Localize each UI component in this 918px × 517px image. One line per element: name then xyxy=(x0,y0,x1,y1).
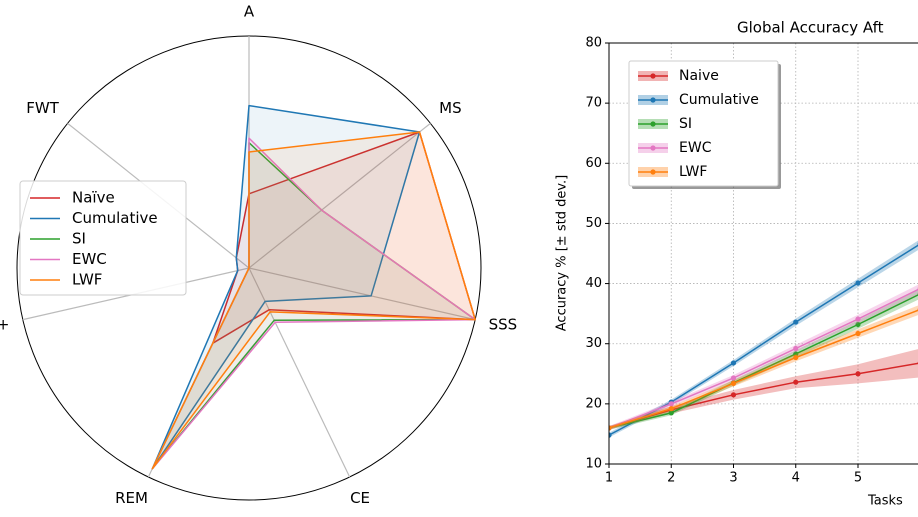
series-line-naive xyxy=(609,362,918,429)
x-tick-label: 1 xyxy=(605,471,613,486)
series-line-lwf xyxy=(609,309,918,429)
accuracy-line-chart: 10 20 30 40 50 60 70 80 1 2 3 4 5 Tasks Accuracy % [± … xyxy=(555,19,918,509)
data-point-cumulative xyxy=(609,432,612,438)
data-point-ewc xyxy=(793,345,799,352)
data-point-si xyxy=(793,351,799,357)
radar-axis-sss xyxy=(248,267,476,321)
y-tick-label: 80 xyxy=(585,36,602,51)
y-tick-label: 40 xyxy=(585,276,602,291)
radar-axis-label: A xyxy=(244,3,255,21)
radar-axis-ms xyxy=(248,122,431,269)
y-tick-label: 30 xyxy=(585,336,602,351)
radar-legend: Naïve Cumulative SI EWC LWF xyxy=(19,180,187,296)
radar-axis-label: MS xyxy=(439,99,461,117)
line-legend-label: SI xyxy=(679,116,692,132)
data-point-lwf xyxy=(730,380,737,387)
radar-axis-label: FWT xyxy=(26,99,59,117)
data-point-si xyxy=(855,321,861,328)
line-legend-marker xyxy=(650,121,656,127)
radar-legend-frame xyxy=(19,180,187,296)
std-band-lwf xyxy=(609,305,918,430)
line-legend-frame xyxy=(628,60,779,187)
data-point-lwf xyxy=(855,330,861,337)
radar-series-cumulative xyxy=(151,104,421,470)
data-point-lwf xyxy=(668,406,674,412)
radar-legend-label: Cumulative xyxy=(72,209,158,227)
y-tick-label: 10 xyxy=(585,457,602,472)
radar-axis-label: REM xyxy=(115,489,148,507)
data-point-cumulative xyxy=(855,280,861,286)
chart-title: Global Accuracy Aft xyxy=(737,19,884,37)
y-tick-label: 50 xyxy=(585,216,602,231)
radar-legend-label: Naïve xyxy=(72,189,115,207)
radar-axis-ce xyxy=(248,267,351,478)
line-legend-marker xyxy=(650,145,656,151)
plot-area xyxy=(609,240,918,438)
x-axis-label: Tasks xyxy=(867,494,903,509)
data-point-lwf xyxy=(793,354,799,361)
x-tick-label: 2 xyxy=(667,471,675,486)
x-tick-label: 5 xyxy=(854,471,862,486)
radar-legend-label: SI xyxy=(72,230,86,248)
line-legend-label: Cumulative xyxy=(679,92,759,108)
line-legend-marker xyxy=(650,73,656,79)
line-legend-marker xyxy=(650,97,656,103)
radar-legend-label: LWF xyxy=(72,271,102,289)
data-point-ewc xyxy=(668,401,674,407)
y-axis-label: Accuracy % [± std dev.] xyxy=(555,175,570,331)
radar-axis-label: BWT+ xyxy=(0,315,9,333)
data-point-naive xyxy=(793,379,799,385)
radar-chart: A MS SSS CE REM BWT+ FWT Naïve Cumulative SI EWC LW… xyxy=(0,3,517,508)
data-point-naive xyxy=(730,392,737,398)
line-legend-label: EWC xyxy=(679,140,712,156)
data-point-cumulative xyxy=(793,319,799,325)
y-tick-label: 20 xyxy=(585,396,602,411)
series-line-si xyxy=(609,294,918,429)
x-tick-label: 4 xyxy=(792,471,800,486)
std-band-ewc xyxy=(609,284,918,430)
data-point-ewc xyxy=(730,375,737,381)
x-tick-label: 3 xyxy=(729,471,737,486)
line-legend-marker xyxy=(650,169,656,175)
line-legend-label: Naive xyxy=(679,68,719,84)
radar-axis-label: CE xyxy=(350,489,370,507)
std-band-cumulative xyxy=(609,240,918,438)
y-tick-label: 70 xyxy=(585,96,602,111)
data-point-lwf xyxy=(609,425,612,431)
data-point-si xyxy=(668,410,674,416)
data-point-ewc xyxy=(855,316,861,322)
y-tick-label: 60 xyxy=(585,156,602,171)
line-legend-label: LWF xyxy=(679,164,707,180)
data-point-cumulative xyxy=(730,360,737,366)
radar-axis-label: SSS xyxy=(489,315,518,333)
radar-series-lwf xyxy=(151,131,476,470)
radar-legend-label: EWC xyxy=(72,250,107,268)
data-point-naive xyxy=(855,371,861,377)
series-line-ewc xyxy=(609,288,918,429)
line-legend: Naive Cumulative SI EWC LWF xyxy=(628,60,781,189)
